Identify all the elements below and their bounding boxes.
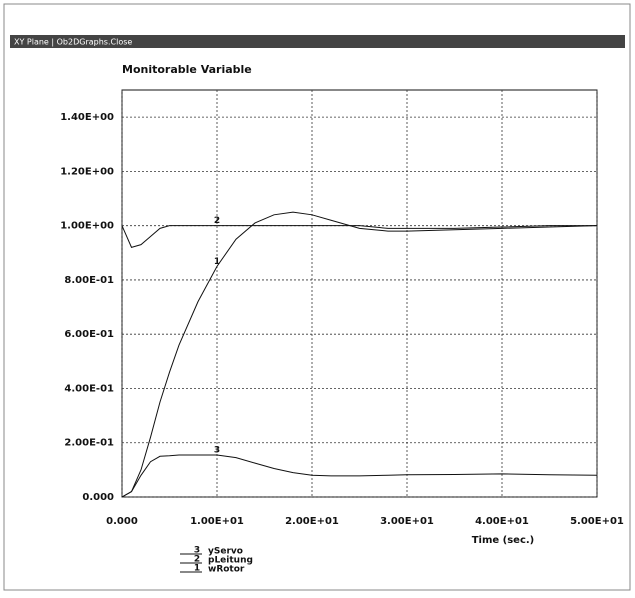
window-title: XY Plane | Ob2DGraphs.Close [14,38,132,47]
y-tick-label: 0.000 [82,492,114,503]
legend-number: 3 [194,546,200,556]
series-line [121,211,598,498]
chart-title: Monitorable Variable [122,63,252,76]
curve-label: 3 [214,445,220,455]
legend-label: yServo [208,547,243,557]
y-tick-label: 4.00E-01 [64,383,114,394]
y-tick-label: 8.00E-01 [64,275,114,286]
legend-label: wRotor [208,565,245,575]
y-tick-label: 1.00E+00 [60,221,114,232]
title-bar [10,35,625,48]
series-line [121,225,597,248]
x-tick-label: 2.00E+01 [285,516,339,527]
x-axis-label: Time (sec.) [472,535,535,546]
y-tick-label: 1.40E+00 [60,112,114,123]
window-frame [3,3,631,591]
curve-label: 1 [214,257,220,267]
x-tick-label: 5.00E+01 [570,516,624,527]
x-tick-label: 4.00E+01 [475,516,529,527]
curve-label: 2 [214,216,220,226]
legend-label: pLeitung [208,556,253,566]
legend-number: 1 [194,564,200,574]
x-tick-label: 1.00E+01 [190,516,244,527]
x-tick-label: 0.000 [106,516,138,527]
y-tick-label: 2.00E-01 [64,438,114,449]
series-line [121,454,598,498]
x-tick-label: 3.00E+01 [380,516,434,527]
legend-number: 2 [194,555,200,565]
y-tick-label: 1.20E+00 [60,166,114,177]
y-tick-label: 6.00E-01 [64,329,114,340]
